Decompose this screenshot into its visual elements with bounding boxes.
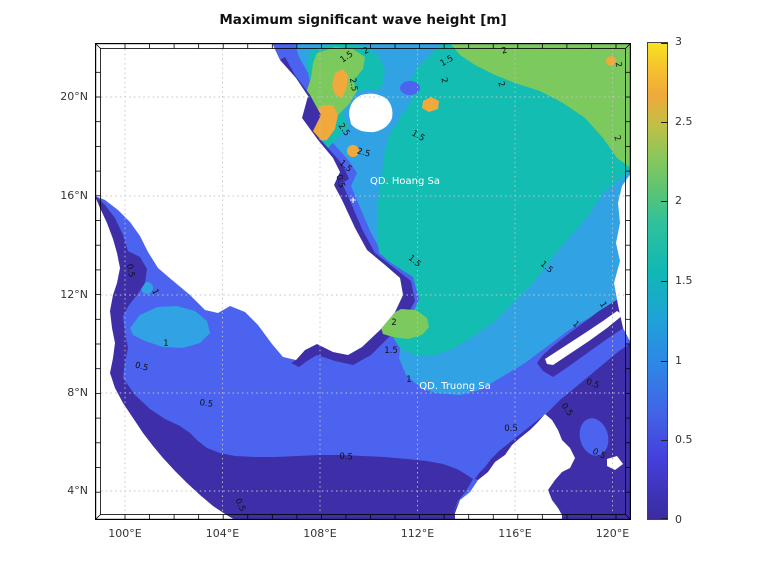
island-plus-marker: + — [349, 196, 357, 206]
contour-value-label: 1 — [163, 339, 168, 349]
contour-value-label: 1 — [149, 288, 160, 297]
land-masses — [95, 43, 631, 520]
contour-value-label: 0.5 — [124, 263, 136, 278]
contour-value-label: 2 — [611, 134, 622, 143]
y-tick-label: 20°N — [60, 90, 88, 103]
colorbar-tick-label: 0 — [675, 513, 682, 526]
island-plus-marker: + — [344, 321, 352, 331]
band-ge2p5m-ne-corner — [606, 56, 616, 66]
contour-value-label: 0.5 — [199, 398, 214, 410]
contour-value-label: 2 — [613, 61, 624, 68]
band-ge1m-gulf-thailand — [130, 306, 210, 348]
colorbar-tick-mark — [661, 440, 668, 442]
contour-value-label: 0.5 — [504, 424, 518, 434]
colorbar-tick-label: 0.5 — [675, 433, 693, 447]
x-tick-label: 112°E — [400, 527, 435, 540]
land-malay-peninsula — [95, 196, 235, 520]
band-hainan-pocket — [400, 81, 420, 95]
colorbar-tick-mark — [661, 43, 668, 44]
band-ge2m-northeast — [450, 43, 631, 168]
land-indochina — [95, 43, 403, 360]
colorbar-tick-mark — [661, 121, 668, 123]
contour-value-label: 2 — [391, 318, 396, 328]
band-ge2p5m-hainan-east — [422, 97, 439, 112]
place-label-layer: QD. Hoang Sa QD. Truong Sa + + — [344, 176, 491, 392]
colorbar-tick-mark — [661, 518, 668, 519]
x-tick-label: 108°E — [303, 527, 337, 540]
map-frame — [95, 43, 631, 520]
contour-value-label: 0.5 — [339, 452, 353, 463]
y-tick-label: 16°N — [60, 189, 88, 202]
contour-value-label: 2 — [362, 46, 371, 57]
map-plot-area: 1.5 2 2.5 2.5 2.5 1.5 1.5 0.5 1.5 2 2 2 2 2 1.5 1 1 1.5 2 1… — [95, 43, 631, 520]
contour-value-label: 2 — [438, 77, 449, 85]
land-luzon-strip — [614, 173, 631, 343]
contour-value-label: 1 — [597, 300, 608, 310]
band-lt0p5-tonkin-coast — [280, 57, 349, 185]
contour-value-label: 0.5 — [333, 174, 346, 190]
island-group-label: QD. Hoang Sa — [370, 176, 440, 187]
band-ge2m-offshore-cell — [381, 309, 429, 339]
x-tick-label: 104°E — [205, 527, 240, 540]
band-lt0p5-south — [123, 378, 473, 520]
contour-map-svg: 1.5 22.52.52.51.51.50.51.522 2221.5111.521… — [95, 43, 631, 520]
contour-value-label: 2 — [495, 80, 506, 89]
contour-value-label: 1.5 — [384, 346, 398, 356]
y-tick-label: 4°N — [67, 484, 88, 497]
colorbar-tick-label: 1 — [675, 353, 682, 367]
contour-value-label: 2.5 — [347, 77, 359, 92]
frame-inner — [100, 48, 626, 515]
contour-value-label: 1 — [406, 375, 411, 385]
frame-outer — [95, 43, 631, 520]
land-borneo — [455, 414, 575, 520]
contour-value-label: 0.5 — [585, 377, 601, 391]
land-palawan — [545, 311, 623, 365]
band-ge2p5m-tonkin-3 — [347, 145, 359, 157]
colorbar-tick-label: 3 — [675, 35, 682, 48]
colorbar-tick-label: 1.5 — [675, 274, 693, 287]
contour-value-label: 1 — [570, 319, 581, 330]
band-ge1m-small-blob — [141, 282, 153, 294]
land-hainan — [349, 93, 393, 133]
chart-title: Maximum significant wave height [m] — [219, 12, 507, 28]
x-tick-label: 100°E — [108, 527, 142, 540]
band-lt0p5-vietnam-coast — [291, 183, 415, 367]
colorbar-tick-mark — [661, 360, 668, 362]
band-ge1p5m-main — [377, 43, 631, 355]
contour-value-label: 0.5 — [134, 360, 150, 373]
contour-value-label: 2.5 — [356, 146, 372, 159]
colorbar-tick-label: 2 — [675, 194, 682, 208]
colorbar-tick-mark — [661, 281, 668, 282]
y-tick-label: 8°N — [67, 386, 88, 399]
x-tick-label: 120°E — [595, 527, 630, 540]
y-tick-label: 12°N — [60, 288, 88, 301]
colorbar-tick-label: 2.5 — [675, 114, 693, 128]
colorbar-tick-mark — [661, 201, 668, 203]
x-tick-label: 116°E — [498, 527, 532, 540]
land-islet — [607, 456, 623, 470]
island-group-label: QD. Truong Sa — [419, 381, 490, 392]
band-royal-pocket-borneo — [579, 418, 609, 456]
contour-value-label: 2 — [501, 46, 509, 57]
band-coastal-royal-vietnam — [299, 183, 419, 370]
band-ge2p5m-tonkin-1 — [332, 69, 348, 98]
